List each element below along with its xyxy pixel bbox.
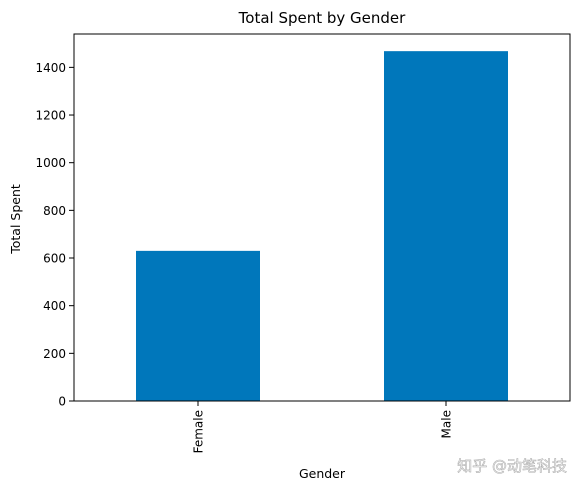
y-tick-label: 600 [43,252,66,266]
x-axis-label: Gender [299,466,346,481]
axes-frame [73,33,571,402]
y-tick-label: 1400 [35,61,66,75]
watermark: 知乎 @动笔科技 [457,457,567,475]
x-tick-label-male: Male [440,410,454,438]
y-tick-label: 0 [58,395,66,409]
bar-female [136,250,260,401]
y-tick-label: 400 [43,299,66,313]
x-tick-label-female: Female [192,410,206,453]
y-tick-label: 1000 [35,156,66,170]
y-axis-label: Total Spent [8,184,23,255]
chart-title: Total Spent by Gender [238,9,407,27]
plot-area: 0 200 400 600 800 1000 1200 1400 Female Male [35,33,571,453]
y-tick-label: 200 [43,347,66,361]
y-tick-label: 1200 [35,109,66,123]
bar-male [384,51,508,401]
y-tick-label: 800 [43,204,66,218]
